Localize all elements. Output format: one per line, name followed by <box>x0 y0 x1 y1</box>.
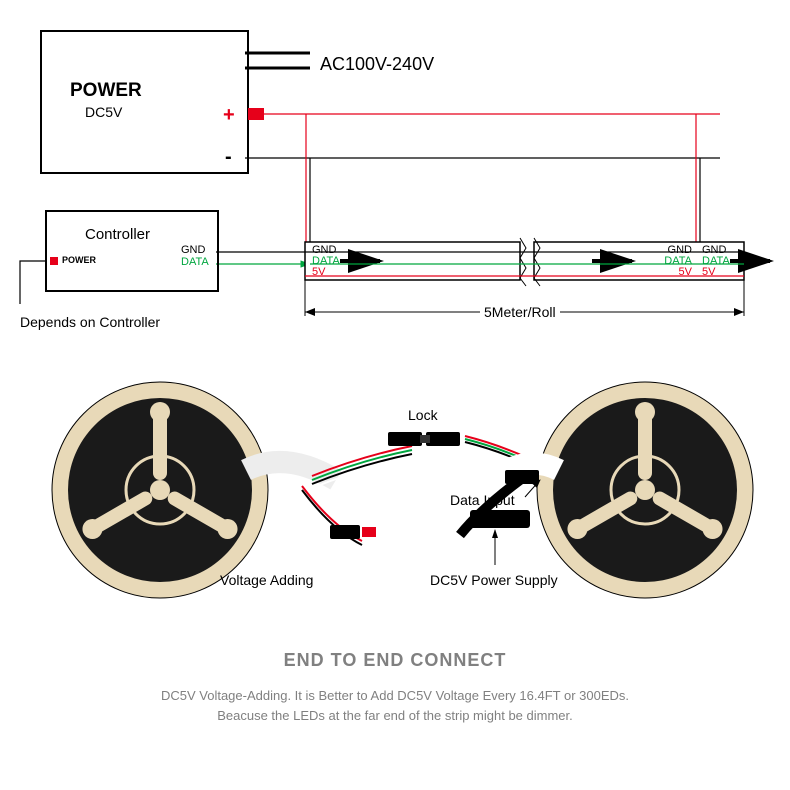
controller-title: Controller <box>85 226 150 243</box>
depends-label: Depends on Controller <box>20 314 160 330</box>
data-input-label: Data Input <box>450 492 515 508</box>
power-box <box>40 30 249 174</box>
voltage-adding-label: Voltage Adding <box>220 572 313 588</box>
title: END TO END CONNECT <box>0 650 790 671</box>
dc5v-supply-label: DC5V Power Supply <box>430 572 558 588</box>
power-sub: DC5V <box>85 104 122 120</box>
lock-label: Lock <box>408 407 438 423</box>
body-line-1: DC5V Voltage-Adding. It is Better to Add… <box>0 688 790 703</box>
body-line-2: Beacuse the LEDs at the far end of the s… <box>0 708 790 723</box>
meter-label: 5Meter/Roll <box>480 304 560 320</box>
ac-label: AC100V-240V <box>320 54 434 75</box>
power-title: POWER <box>70 80 142 102</box>
